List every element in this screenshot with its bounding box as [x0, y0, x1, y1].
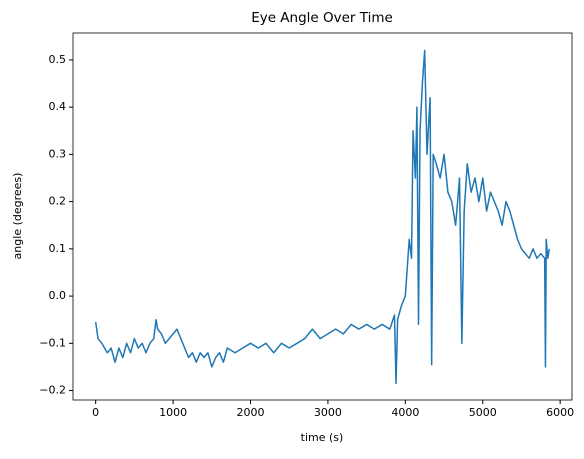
x-tick-label: 2000 — [237, 406, 265, 419]
x-tick-label: 6000 — [546, 406, 574, 419]
y-tick-label: 0.0 — [49, 289, 67, 302]
y-tick-label: 0.1 — [49, 242, 67, 255]
y-tick-label: −0.1 — [39, 336, 66, 349]
plot-frame — [72, 32, 573, 401]
y-tick-label: 0.3 — [49, 147, 67, 160]
x-tick-label: 4000 — [391, 406, 419, 419]
y-tick-label: −0.2 — [39, 384, 66, 397]
line-series — [94, 49, 551, 385]
x-tick-label: 3000 — [314, 406, 342, 419]
y-axis-label: angle (degrees) — [11, 173, 24, 260]
x-tick-label: 0 — [92, 406, 99, 419]
x-tick-label: 1000 — [159, 406, 187, 419]
x-tick-label: 5000 — [469, 406, 497, 419]
chart-title: Eye Angle Over Time — [251, 10, 393, 26]
y-tick-label: 0.4 — [49, 100, 67, 113]
x-axis-label: time (s) — [301, 431, 344, 444]
y-tick-label: 0.5 — [49, 53, 67, 66]
y-tick-label: 0.2 — [49, 195, 67, 208]
